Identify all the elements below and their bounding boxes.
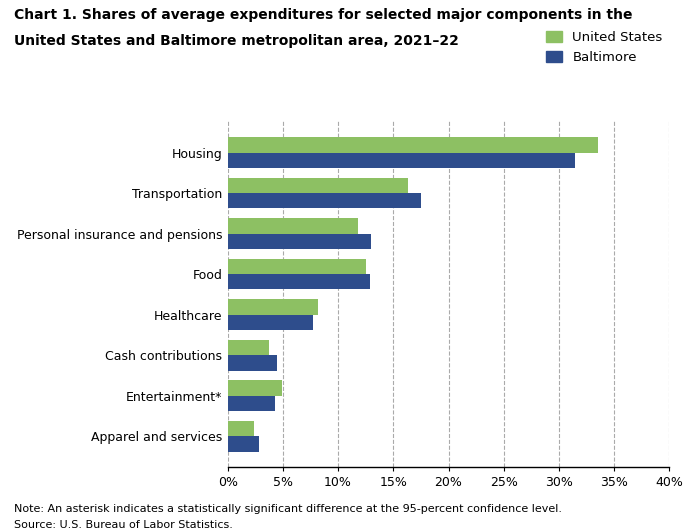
Bar <box>228 299 318 315</box>
Bar <box>228 153 575 168</box>
Text: United States and Baltimore metropolitan area, 2021–22: United States and Baltimore metropolitan… <box>14 34 459 49</box>
Bar <box>228 137 598 153</box>
Bar <box>228 218 358 233</box>
Bar <box>228 315 313 330</box>
Text: Chart 1. Shares of average expenditures for selected major components in the: Chart 1. Shares of average expenditures … <box>14 8 632 22</box>
Bar <box>228 421 254 436</box>
Bar <box>228 193 421 209</box>
Bar <box>228 355 277 371</box>
Bar <box>228 395 275 411</box>
Bar <box>228 274 370 289</box>
Bar <box>228 340 268 355</box>
Bar <box>228 178 408 193</box>
Bar <box>228 436 259 451</box>
Bar <box>228 259 366 274</box>
Text: Source: U.S. Bureau of Labor Statistics.: Source: U.S. Bureau of Labor Statistics. <box>14 520 233 528</box>
Text: Note: An asterisk indicates a statistically significant difference at the 95-per: Note: An asterisk indicates a statistica… <box>14 504 562 514</box>
Legend: United States, Baltimore: United States, Baltimore <box>546 31 662 64</box>
Bar <box>228 233 371 249</box>
Bar <box>228 380 282 395</box>
